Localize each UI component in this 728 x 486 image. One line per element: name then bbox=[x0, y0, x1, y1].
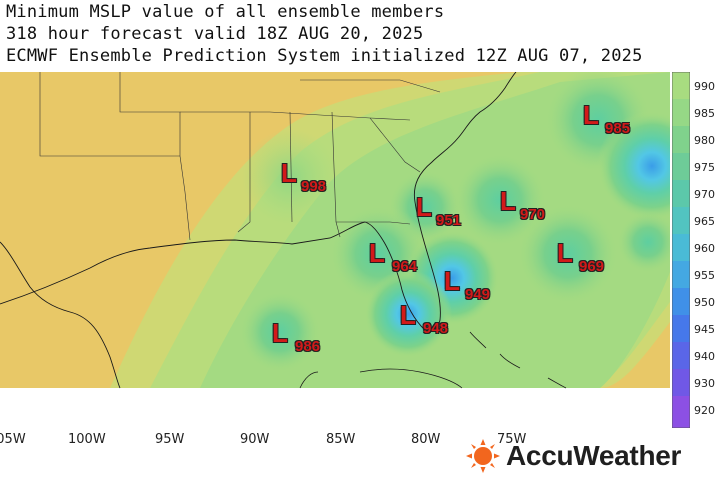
low-pressure-value: 969 bbox=[579, 258, 605, 275]
state-borders bbox=[39, 72, 441, 241]
low-letter: L bbox=[500, 186, 516, 216]
low-pressure-value: 985 bbox=[605, 120, 631, 137]
colorbar bbox=[672, 72, 690, 428]
longitude-label: 90W bbox=[240, 432, 270, 447]
colorbar-label: 920 bbox=[694, 404, 715, 417]
low-letter: L bbox=[557, 238, 573, 268]
low-marker: L 985 bbox=[583, 100, 630, 137]
colorbar-label: 965 bbox=[694, 215, 715, 228]
longitude-label: 95W bbox=[155, 432, 185, 447]
low-center-998 bbox=[242, 129, 338, 225]
low-letter: L bbox=[281, 158, 297, 188]
low-center-east-2 bbox=[616, 210, 670, 274]
low-letter: L bbox=[400, 300, 416, 330]
longitude-label: 105W bbox=[0, 432, 26, 447]
coastlines bbox=[0, 72, 517, 389]
colorbar-label: 985 bbox=[694, 107, 715, 120]
low-center-969 bbox=[516, 202, 620, 306]
low-pressure-value: 986 bbox=[295, 338, 321, 355]
colorbar-label: 930 bbox=[694, 377, 715, 390]
colorbar-label: 960 bbox=[694, 242, 715, 255]
low-pressure-value: 964 bbox=[392, 258, 418, 275]
low-marker: L 948 bbox=[400, 300, 448, 337]
colorbar-label: 990 bbox=[694, 80, 715, 93]
low-marker: L 986 bbox=[272, 318, 320, 355]
accuweather-logo: AccuWeather bbox=[466, 438, 681, 474]
colorbar-label: 950 bbox=[694, 296, 715, 309]
low-center-986 bbox=[238, 290, 322, 374]
map-title-line-2: 318 hour forecast valid 18Z AUG 20, 2025 bbox=[6, 24, 424, 44]
low-marker: L 969 bbox=[557, 238, 604, 275]
low-marker: L 949 bbox=[444, 266, 490, 303]
low-center-970 bbox=[452, 152, 548, 248]
longitude-label: 80W bbox=[411, 432, 441, 447]
low-marker: L 998 bbox=[281, 158, 326, 195]
low-marker: L 964 bbox=[369, 238, 417, 275]
low-pressure-value: 998 bbox=[301, 178, 327, 195]
sun-icon bbox=[466, 439, 500, 473]
longitude-label: 100W bbox=[68, 432, 106, 447]
low-letter: L bbox=[416, 192, 432, 222]
colorbar-label: 955 bbox=[694, 269, 715, 282]
low-letter: L bbox=[444, 266, 460, 296]
low-marker: L 951 bbox=[416, 192, 461, 229]
colorbar-label: 975 bbox=[694, 161, 715, 174]
low-pressure-value: 951 bbox=[436, 212, 462, 229]
low-pressure-value: 970 bbox=[520, 206, 546, 223]
longitude-label: 75W bbox=[497, 432, 527, 447]
pressure-map bbox=[0, 72, 670, 428]
low-center-east bbox=[597, 111, 670, 221]
longitude-label: 85W bbox=[326, 432, 356, 447]
colorbar-label: 970 bbox=[694, 188, 715, 201]
low-letter: L bbox=[583, 100, 599, 130]
low-letter: L bbox=[369, 238, 385, 268]
map-title-line-1: Minimum MSLP value of all ensemble membe… bbox=[6, 2, 445, 22]
low-pressure-value: 949 bbox=[465, 286, 491, 303]
low-pressure-value: 948 bbox=[423, 320, 449, 337]
colorbar-label: 945 bbox=[694, 323, 715, 336]
low-marker: L 970 bbox=[500, 186, 545, 223]
colorbar-label: 980 bbox=[694, 134, 715, 147]
caribbean-islands bbox=[299, 331, 567, 389]
brand-name: AccuWeather bbox=[506, 440, 682, 471]
low-letter: L bbox=[272, 318, 288, 348]
colorbar-label: 940 bbox=[694, 350, 715, 363]
map-title-line-3: ECMWF Ensemble Prediction System initial… bbox=[6, 46, 643, 66]
low-center-948 bbox=[364, 270, 452, 358]
